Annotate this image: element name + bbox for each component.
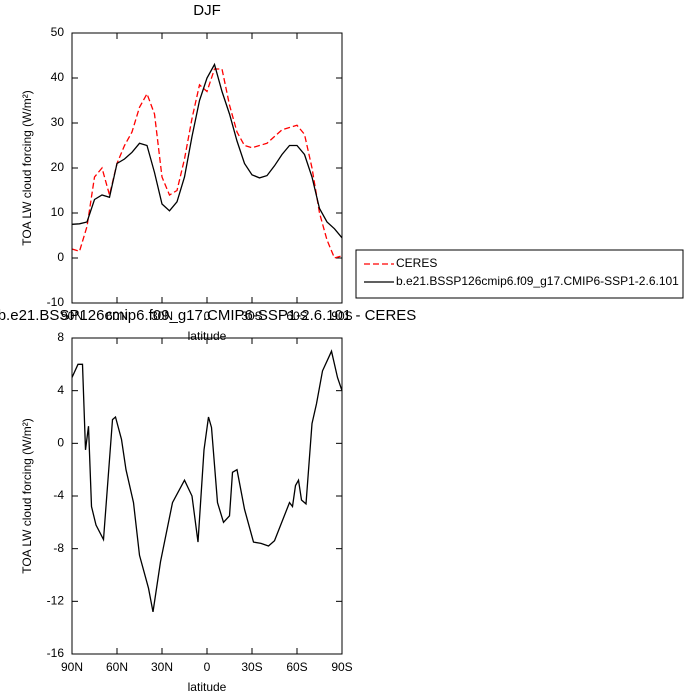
legend-label: CERES <box>396 256 437 270</box>
y-tick-label: 20 <box>51 160 65 174</box>
y-axis-label: TOA LW cloud forcing (W/m²) <box>20 90 34 246</box>
x-tick-label: 60N <box>106 309 128 323</box>
x-tick-label: 0 <box>204 660 211 674</box>
x-tick-label: 90S <box>331 660 352 674</box>
data-line <box>71 62 343 239</box>
y-tick-label: 30 <box>51 115 65 129</box>
x-tick-label: 60N <box>106 660 128 674</box>
y-tick-label: -4 <box>53 488 64 502</box>
y-tick-label: 0 <box>57 250 64 264</box>
y-tick-label: 4 <box>57 383 64 397</box>
legend-label: b.e21.BSSP126cmip6.f09_g17.CMIP6-SSP1-2.… <box>396 274 679 288</box>
x-axis-label: latitude <box>188 329 227 343</box>
data-line <box>71 349 343 613</box>
y-tick-label: -10 <box>47 295 65 309</box>
x-tick-label: 30N <box>151 660 173 674</box>
y-tick-label: 8 <box>57 330 64 344</box>
y-tick-label: 10 <box>51 205 65 219</box>
y-axis-label: TOA LW cloud forcing (W/m²) <box>20 418 34 574</box>
y-tick-label: -12 <box>47 594 65 608</box>
plot-frame <box>71 337 343 655</box>
x-tick-label: 90N <box>61 660 83 674</box>
x-tick-label: 90S <box>331 309 352 323</box>
x-tick-label: 30S <box>241 660 262 674</box>
data-line <box>71 68 343 259</box>
chart-title: b.e21.BSSP126cmip6.f09_g17.CMIP6-SSP1-2.… <box>0 307 416 324</box>
y-tick-label: 50 <box>51 25 65 39</box>
x-tick-label: 30S <box>241 309 262 323</box>
x-tick-label: 60S <box>286 309 307 323</box>
y-tick-label: -16 <box>47 646 65 660</box>
chart-title: DJF <box>193 2 221 19</box>
x-tick-label: 0 <box>204 309 211 323</box>
plot-frame <box>71 32 343 304</box>
y-tick-label: -8 <box>53 541 64 555</box>
y-tick-label: 0 <box>57 436 64 450</box>
y-tick-label: 40 <box>51 70 65 84</box>
x-axis-label: latitude <box>188 680 227 694</box>
legend-box <box>355 249 684 299</box>
x-tick-label: 90N <box>61 309 83 323</box>
x-tick-label: 30N <box>151 309 173 323</box>
x-tick-label: 60S <box>286 660 307 674</box>
